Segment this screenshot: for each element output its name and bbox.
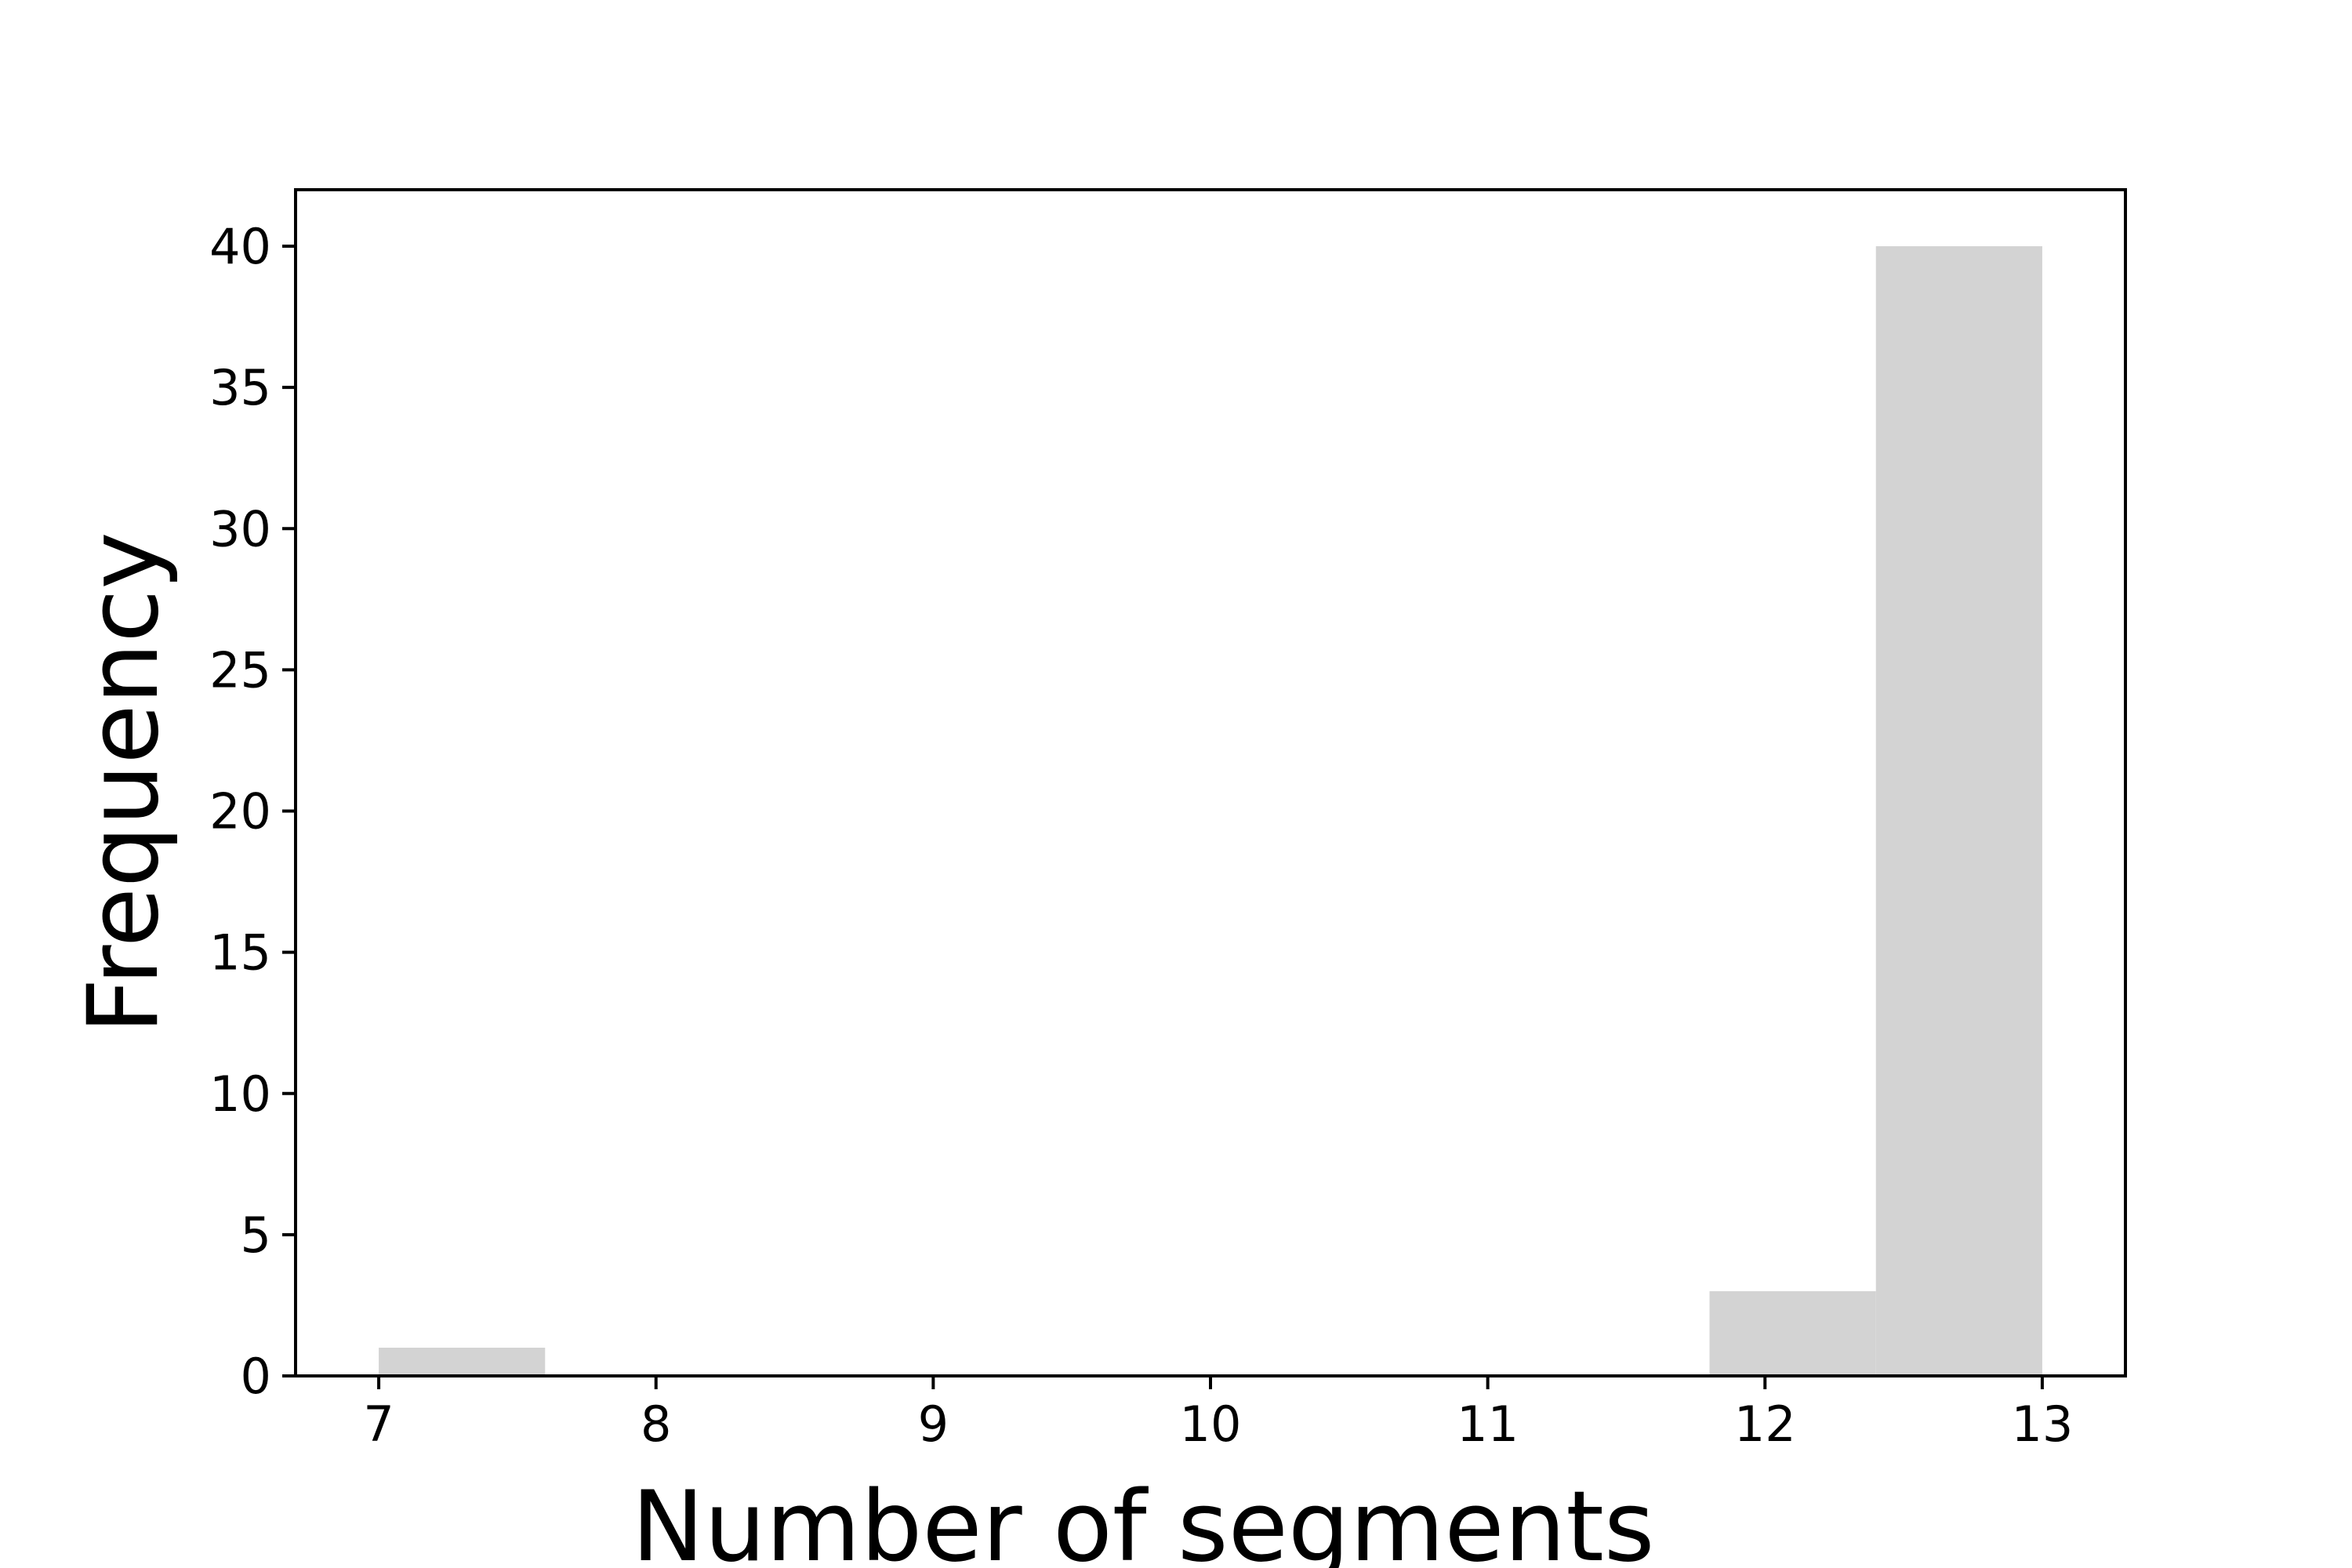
bars-group bbox=[379, 246, 2042, 1376]
x-tick-label: 10 bbox=[1180, 1396, 1242, 1453]
y-tick-label: 35 bbox=[209, 359, 271, 416]
x-tick-label: 12 bbox=[1734, 1396, 1796, 1453]
y-tick-label: 20 bbox=[209, 783, 271, 840]
y-tick-label: 0 bbox=[241, 1348, 271, 1405]
y-axis-label: Frequency bbox=[67, 532, 180, 1034]
y-tick-label: 30 bbox=[209, 500, 271, 557]
x-axis-label: Number of segments bbox=[632, 1471, 1655, 1568]
histogram-bar bbox=[379, 1347, 546, 1376]
y-tick-label: 5 bbox=[241, 1207, 271, 1264]
y-tick-label: 25 bbox=[209, 641, 271, 699]
plot-frame bbox=[294, 188, 2127, 1377]
x-tick-label: 8 bbox=[641, 1396, 671, 1453]
x-axis-ticks: 7 8 9 10 11 12 13 bbox=[363, 1376, 2073, 1453]
x-tick-label: 11 bbox=[1457, 1396, 1519, 1453]
x-tick-label: 13 bbox=[2011, 1396, 2073, 1453]
x-tick-label: 9 bbox=[918, 1396, 949, 1453]
y-tick-label: 10 bbox=[209, 1065, 271, 1123]
histogram-bar bbox=[1875, 246, 2042, 1376]
histogram-bar bbox=[1709, 1290, 1876, 1376]
y-tick-label: 15 bbox=[209, 924, 271, 982]
x-tick-label: 7 bbox=[363, 1396, 394, 1453]
y-axis-ticks: 0 5 10 15 20 25 30 35 40 bbox=[209, 218, 296, 1405]
y-tick-label: 40 bbox=[209, 218, 271, 275]
